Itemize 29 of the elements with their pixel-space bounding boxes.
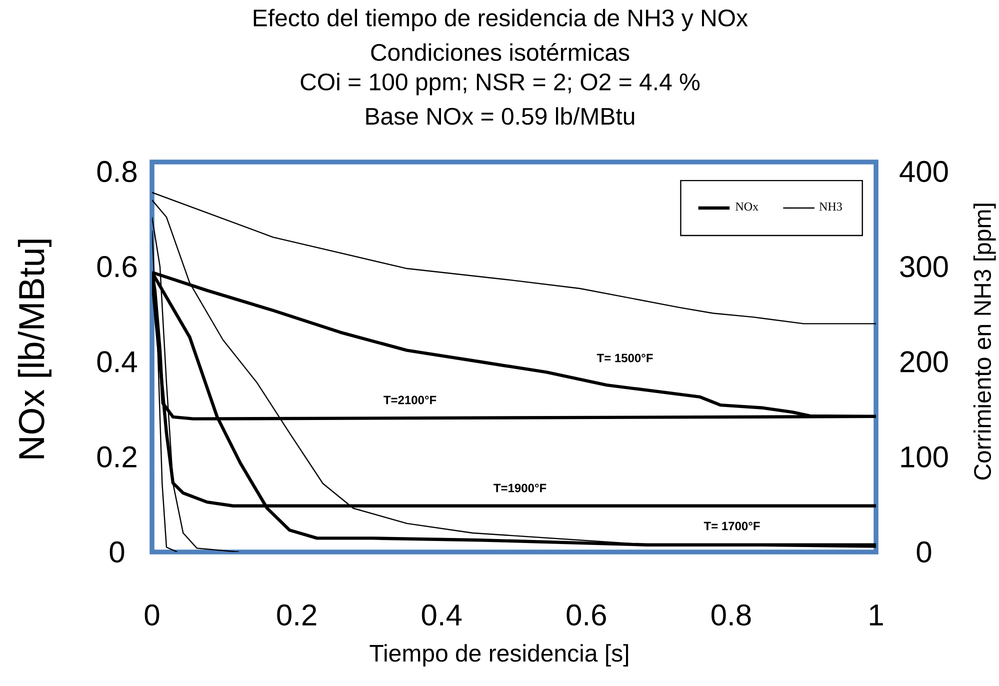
annotation: T=1900°F xyxy=(494,484,546,492)
y-tick-label: 0 xyxy=(110,541,124,563)
x-axis-title: Tiempo de residencia [s] xyxy=(370,644,628,667)
y2-tick-label: 100 xyxy=(901,446,948,468)
y-tick-label: 0.8 xyxy=(97,160,137,182)
chart-title: Efecto del tiempo de residencia de NH3 y NOx xyxy=(254,8,748,32)
text: Base NOx = 0.59 lb/MBtu xyxy=(366,107,634,125)
y-tick-label: 0.6 xyxy=(97,256,137,278)
x-tick-label: 0.4 xyxy=(422,604,462,626)
text: COi = 100 ppm; NSR = 2; O2 = 4.4 % xyxy=(300,72,700,96)
y2-tick-label: 0 xyxy=(916,541,932,563)
x-tick-label: 0 xyxy=(144,604,160,626)
y-tick-label: 0.2 xyxy=(97,446,136,468)
annotation: T=2100°F xyxy=(384,396,436,404)
y2-tick-label: 400 xyxy=(900,160,948,182)
legend-label: NOx xyxy=(736,202,758,211)
x-tick-label: 0.8 xyxy=(712,604,751,626)
legend-label: NH3 xyxy=(819,202,842,211)
chart-subtitle: Condiciones isotérmicas xyxy=(371,43,630,61)
x-tick-label: 1 xyxy=(870,604,883,626)
y2-axis-title: Corrimiento en NH3 [ppm] xyxy=(973,204,996,480)
x-tick-label: 0.6 xyxy=(566,604,606,626)
y-axis-title: NOx [lb/MBtu] xyxy=(18,240,52,458)
y2-tick-label: 200 xyxy=(900,351,948,372)
annotation: T= 1700°F xyxy=(704,522,760,530)
x-tick-label: 0.2 xyxy=(277,604,316,626)
y-tick-label: 0.4 xyxy=(97,351,137,372)
y2-tick-label: 300 xyxy=(900,256,948,278)
annotation: T= 1500°F xyxy=(596,354,653,362)
